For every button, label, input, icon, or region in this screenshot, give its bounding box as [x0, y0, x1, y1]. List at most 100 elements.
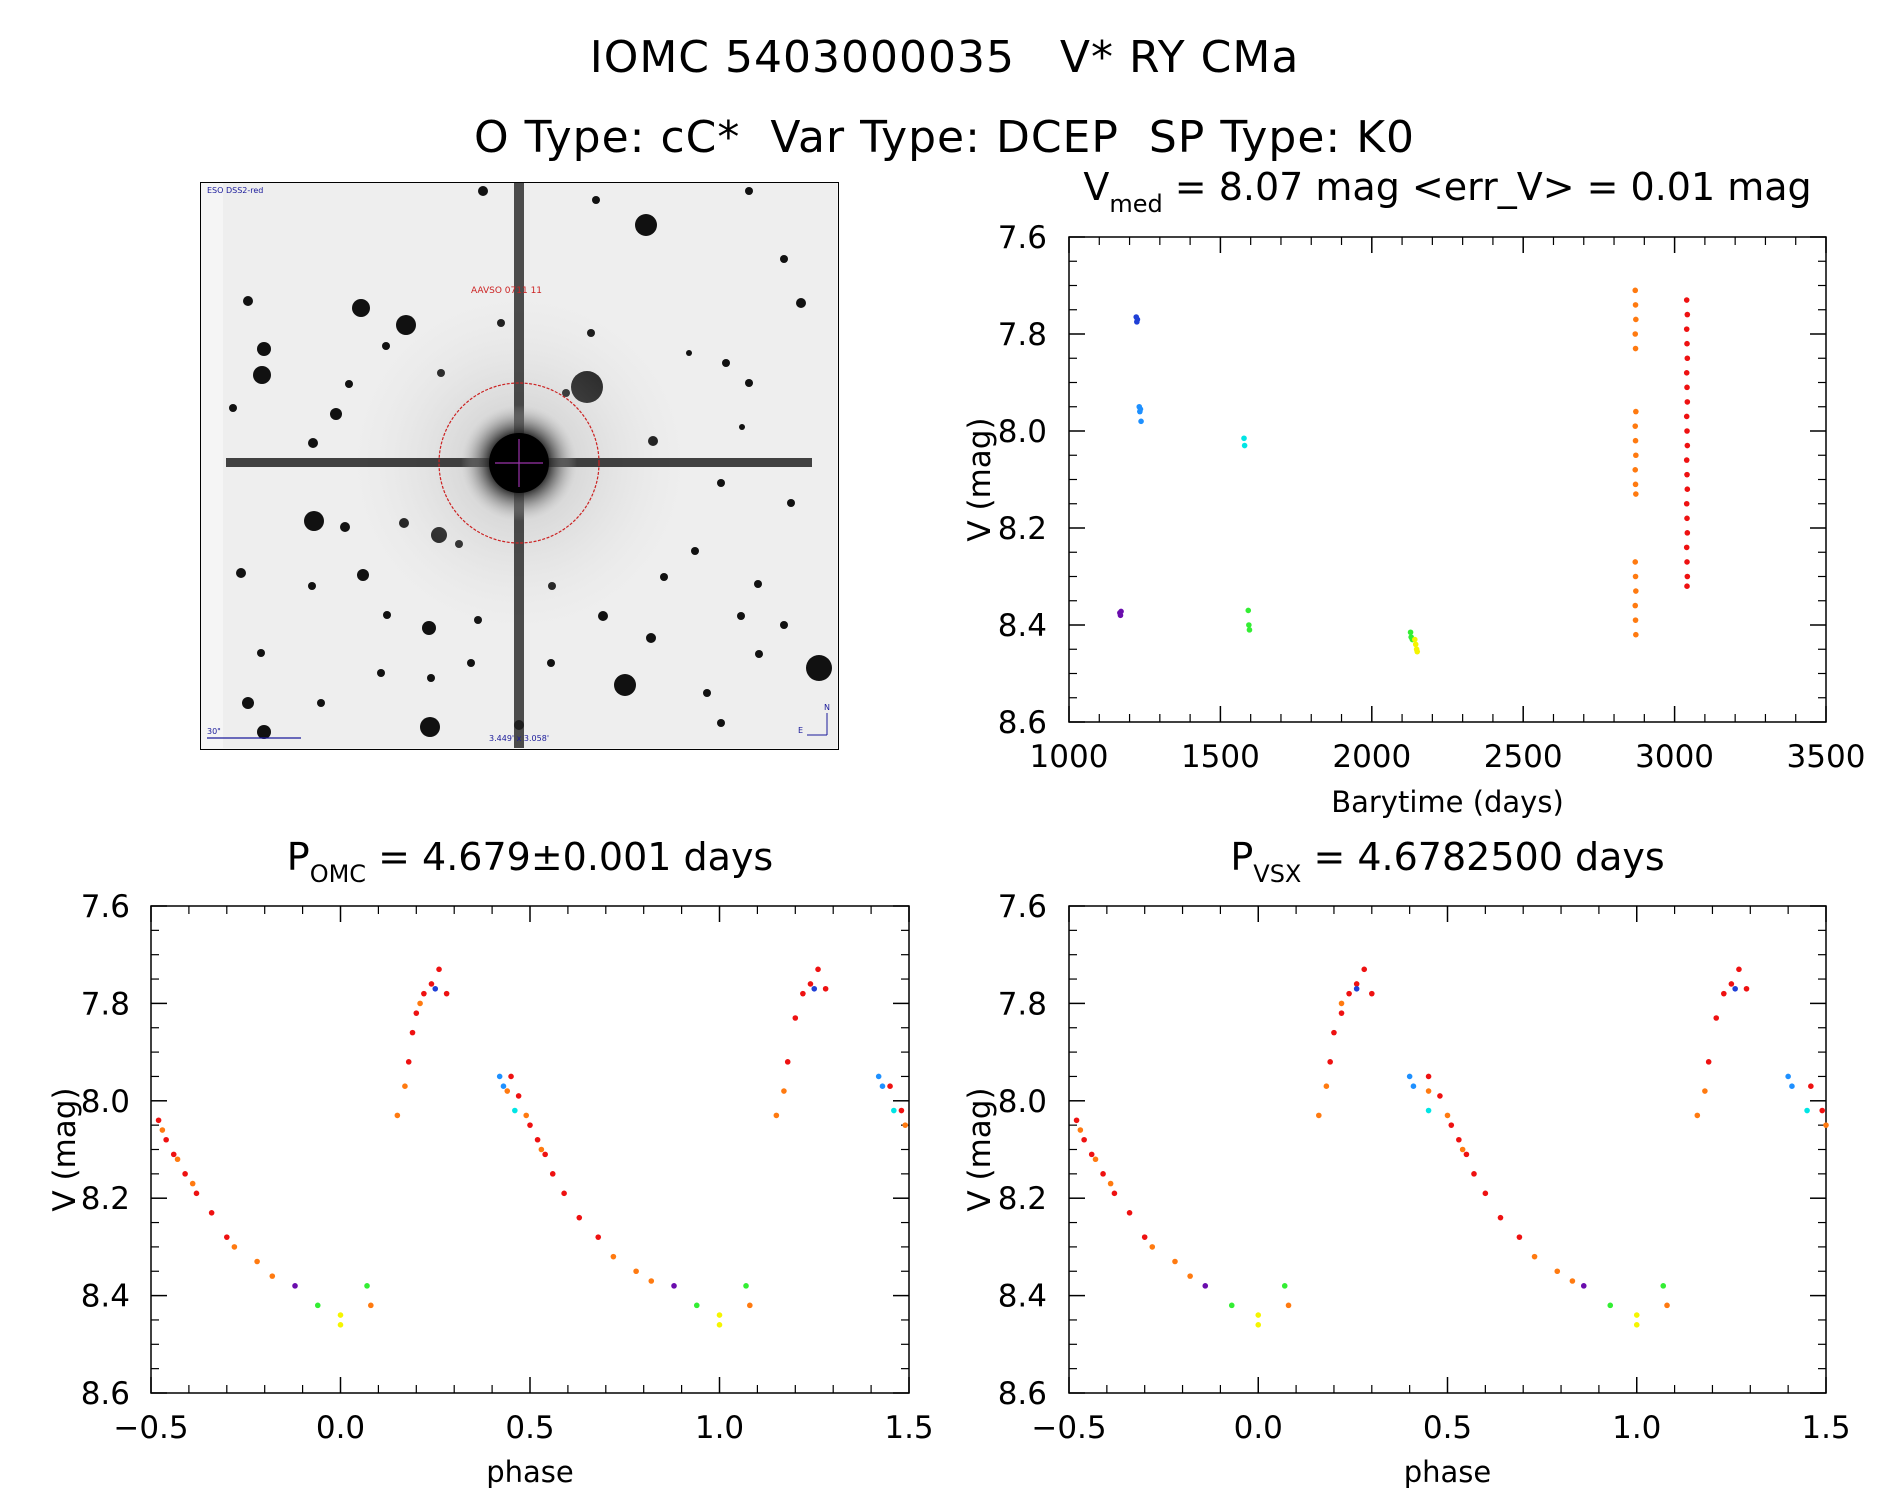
plot-frame — [1068, 905, 1827, 1394]
data-point-red — [208, 1210, 215, 1216]
data-point-red — [595, 1234, 602, 1240]
chart-title-main: P — [287, 835, 310, 879]
data-point-orange — [1632, 331, 1639, 337]
data-point-red — [1684, 573, 1691, 580]
field-star — [253, 366, 271, 384]
field-star — [635, 214, 657, 236]
data-point-orange — [1444, 1112, 1451, 1119]
field-star — [754, 580, 762, 588]
field-star — [780, 255, 788, 263]
data-point-orange — [781, 1088, 787, 1094]
data-point-red — [155, 1117, 162, 1124]
data-point-red — [576, 1214, 583, 1221]
data-point-orange — [1633, 631, 1639, 638]
x-tick-label: −0.5 — [1031, 1410, 1106, 1446]
data-point-orange — [648, 1278, 655, 1284]
field-star — [717, 479, 725, 487]
y-axis-label: V (mag) — [962, 1087, 998, 1211]
data-point-orange — [1633, 588, 1639, 594]
data-point-red — [405, 1059, 412, 1065]
x-tick-label: 0.5 — [1423, 1410, 1472, 1446]
field-star — [345, 380, 353, 388]
x-tick-label: 1.5 — [884, 1410, 933, 1446]
data-point-green — [1228, 1302, 1235, 1309]
data-point-sky — [1136, 403, 1143, 410]
x-tick-label: 1.5 — [1801, 1410, 1850, 1446]
data-point-red — [1683, 500, 1690, 507]
field-star — [257, 342, 271, 356]
data-point-green — [1407, 629, 1414, 636]
field-star — [257, 725, 271, 739]
data-point-red — [1471, 1171, 1477, 1177]
data-point-red — [1684, 442, 1691, 449]
y-tick-label: 8.6 — [998, 1376, 1047, 1412]
data-point-red — [898, 1107, 905, 1114]
data-point-red — [1728, 981, 1735, 987]
data-point-orange — [159, 1127, 166, 1133]
field-star — [755, 650, 763, 658]
data-point-purple — [1118, 608, 1124, 615]
chart-title-subscript: VSX — [1253, 860, 1301, 888]
field-star — [780, 621, 788, 629]
y-tick-label: 8.4 — [998, 1279, 1047, 1315]
x-tick-label: 1500 — [1181, 739, 1260, 775]
data-point-green — [1408, 634, 1414, 640]
x-axis-label: Barytime (days) — [1331, 785, 1564, 819]
data-point-red — [1456, 1136, 1462, 1143]
x-tick-label: 1000 — [1030, 739, 1109, 775]
target-label: AAVSO 0711 11 — [471, 286, 542, 296]
data-point-green — [314, 1302, 321, 1309]
data-point-yellow — [716, 1322, 723, 1328]
data-point-orange — [394, 1112, 401, 1119]
field-star — [478, 186, 488, 196]
data-point-red — [515, 1093, 522, 1099]
data-point-red — [1743, 985, 1750, 992]
data-point-green — [1246, 622, 1252, 628]
data-point-cyan — [512, 1107, 518, 1114]
field-star — [396, 315, 416, 335]
object-type: O Type: cC* — [473, 112, 741, 163]
data-point-red — [436, 966, 442, 973]
y-tick-label: 8.4 — [998, 608, 1047, 644]
data-point-red — [1516, 1234, 1523, 1240]
data-point-red — [1684, 559, 1690, 565]
data-point-red — [163, 1136, 169, 1143]
field-star — [357, 569, 369, 581]
field-star — [377, 669, 385, 677]
data-point-red — [549, 1171, 556, 1177]
data-point-orange — [1323, 1083, 1330, 1089]
chart-title-rest: = 4.679±0.001 days — [366, 835, 773, 879]
data-point-orange — [1316, 1112, 1322, 1119]
field-star — [739, 424, 745, 430]
data-point-orange — [1632, 617, 1639, 623]
data-point-orange — [1338, 1000, 1345, 1007]
data-point-red — [409, 1029, 416, 1036]
data-point-red — [1721, 990, 1727, 997]
field-star — [737, 612, 745, 620]
data-point-red — [1088, 1151, 1095, 1158]
field-star — [340, 522, 350, 532]
data-point-red — [1497, 1214, 1504, 1221]
data-point-red — [508, 1073, 514, 1080]
chart-title: Vmed = 8.07 mag <err_V> = 0.01 mag — [1083, 165, 1811, 218]
y-axis-label: V (mag) — [962, 417, 998, 541]
data-point-sky — [1406, 1073, 1413, 1080]
data-point-sky — [1137, 406, 1144, 412]
data-point-red — [224, 1234, 230, 1240]
y-tick-label: 7.8 — [81, 986, 130, 1022]
data-point-red — [1141, 1234, 1148, 1240]
plot-frame — [150, 905, 910, 1394]
data-point-orange — [1632, 602, 1639, 609]
x-tick-label: 3000 — [1635, 739, 1714, 775]
x-tick-label: 2500 — [1484, 739, 1563, 775]
data-point-red — [193, 1190, 200, 1197]
data-point-orange — [1632, 573, 1639, 580]
data-point-red — [1684, 311, 1691, 318]
data-point-green — [743, 1283, 749, 1289]
data-point-orange — [538, 1146, 545, 1153]
data-point-red — [1425, 1073, 1432, 1080]
data-point-orange — [1632, 302, 1639, 308]
field-star — [352, 299, 370, 317]
x-axis-label: phase — [1404, 1455, 1492, 1489]
data-point-red — [1736, 966, 1742, 973]
